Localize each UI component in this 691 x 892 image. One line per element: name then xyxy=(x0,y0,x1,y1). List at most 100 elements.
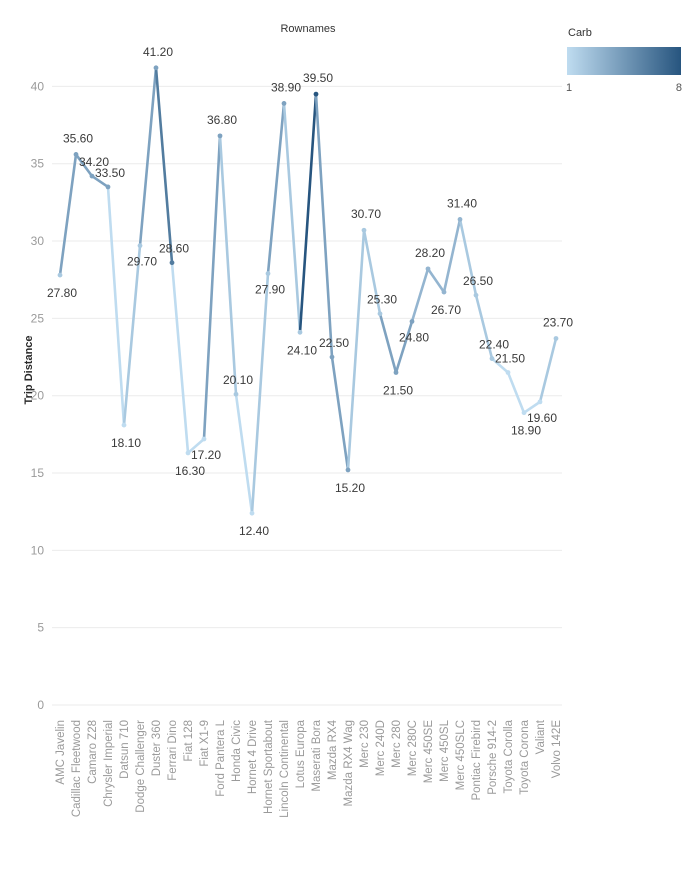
data-label: 26.70 xyxy=(431,303,461,317)
data-label: 17.20 xyxy=(191,448,221,462)
data-point[interactable] xyxy=(361,227,367,233)
line-segment xyxy=(250,272,270,515)
data-point[interactable] xyxy=(89,173,95,179)
data-point[interactable] xyxy=(281,101,287,106)
legend-min-label: 1 xyxy=(566,82,572,94)
y-tick-label: 5 xyxy=(37,621,44,635)
chart-title: Rownames xyxy=(280,23,336,35)
y-tick-label: 20 xyxy=(31,389,45,403)
line-segment xyxy=(154,66,174,264)
x-tick-label: Pontiac Firebird xyxy=(471,720,483,801)
data-point[interactable] xyxy=(73,152,79,157)
x-tick-label: Porsche 914-2 xyxy=(487,720,499,795)
data-point[interactable] xyxy=(505,370,511,375)
data-point[interactable] xyxy=(137,243,143,249)
data-point[interactable] xyxy=(153,65,159,71)
line-segment xyxy=(442,218,462,294)
x-tick-label: Merc 280C xyxy=(407,720,419,776)
x-tick-label: Ferrari Dino xyxy=(167,720,179,781)
line-segment xyxy=(282,102,302,334)
data-point[interactable] xyxy=(441,289,447,295)
line-segment xyxy=(234,392,254,515)
line-segment xyxy=(58,153,78,277)
x-tick-label: Valiant xyxy=(535,719,547,754)
x-tick-label: Fiat 128 xyxy=(183,720,195,762)
data-label: 16.30 xyxy=(175,464,205,478)
data-label: 29.70 xyxy=(127,255,157,269)
x-tick-label: Ford Pantera L xyxy=(215,719,227,796)
x-tick-label: Merc 450SE xyxy=(423,720,435,784)
x-tick-label: Mazda RX4 Wag xyxy=(343,720,355,807)
data-point[interactable] xyxy=(201,436,207,442)
line-segment xyxy=(410,267,430,323)
data-point[interactable] xyxy=(473,292,479,298)
y-tick-label: 25 xyxy=(31,311,45,325)
x-tick-label: Lotus Europa xyxy=(295,719,307,788)
data-point[interactable] xyxy=(265,271,271,276)
x-tick-label: Volvo 142E xyxy=(551,720,563,779)
data-point[interactable] xyxy=(57,272,63,278)
x-tick-label: Merc 230 xyxy=(359,720,371,768)
series-lines xyxy=(57,65,559,516)
data-point[interactable] xyxy=(489,356,495,361)
x-tick-label: Lincoln Continental xyxy=(279,720,291,818)
y-axis: 0 5 10 15 20 25 30 35 40 xyxy=(31,79,45,712)
x-tick-label: Toyota Corona xyxy=(519,719,531,794)
data-label: 27.90 xyxy=(255,283,285,297)
data-point[interactable] xyxy=(217,133,223,139)
x-tick-label: Cadillac Fleetwood xyxy=(71,720,83,817)
data-label: 18.90 xyxy=(511,424,541,438)
data-point[interactable] xyxy=(105,184,111,190)
data-point[interactable] xyxy=(521,410,527,416)
line-segment xyxy=(522,400,542,415)
data-point[interactable] xyxy=(345,467,351,473)
data-point[interactable] xyxy=(313,91,319,97)
x-axis: AMC Javelin Cadillac Fleetwood Camaro Z28 C… xyxy=(55,719,563,818)
line-segment xyxy=(490,357,510,374)
data-point[interactable] xyxy=(537,399,543,405)
data-label: 39.50 xyxy=(303,71,333,85)
y-tick-label: 30 xyxy=(31,234,45,248)
data-point[interactable] xyxy=(393,370,399,375)
y-axis-title: Trip Distance xyxy=(23,335,35,404)
x-tick-label: Dodge Challenger xyxy=(135,720,147,813)
data-point[interactable] xyxy=(121,422,127,428)
line-segment xyxy=(474,293,494,360)
y-tick-label: 10 xyxy=(31,543,45,557)
data-label: 31.40 xyxy=(447,196,477,210)
data-label: 22.40 xyxy=(479,338,509,352)
data-point[interactable] xyxy=(329,354,335,360)
x-tick-label: Mazda RX4 xyxy=(327,719,339,780)
data-point[interactable] xyxy=(249,510,255,516)
data-label: 20.10 xyxy=(223,373,253,387)
gridlines xyxy=(52,85,562,706)
data-label: 34.20 xyxy=(79,155,109,169)
data-point[interactable] xyxy=(457,216,463,222)
data-point[interactable] xyxy=(409,319,415,324)
data-label: 27.80 xyxy=(47,286,77,300)
data-point[interactable] xyxy=(297,329,303,335)
data-label: 35.60 xyxy=(63,131,93,145)
data-point[interactable] xyxy=(553,336,559,341)
line-segment xyxy=(362,228,382,316)
x-tick-label: Merc 450SL xyxy=(439,719,451,782)
line-segment xyxy=(202,134,222,441)
data-label: 21.50 xyxy=(383,384,413,398)
x-tick-label: AMC Javelin xyxy=(55,720,67,785)
line-segment xyxy=(458,218,478,297)
data-point[interactable] xyxy=(425,266,431,272)
data-label: 36.80 xyxy=(207,113,237,127)
line-segment xyxy=(426,267,446,294)
line-segment xyxy=(90,174,110,189)
line-segment xyxy=(106,185,126,427)
data-point[interactable] xyxy=(233,391,239,397)
y-tick-label: 35 xyxy=(31,157,45,171)
data-point[interactable] xyxy=(185,450,191,456)
data-label: 30.70 xyxy=(351,207,381,221)
data-point[interactable] xyxy=(169,260,175,266)
line-segment xyxy=(394,320,414,374)
line-segment xyxy=(506,371,526,415)
data-point[interactable] xyxy=(377,311,383,317)
data-label: 38.90 xyxy=(271,80,301,94)
